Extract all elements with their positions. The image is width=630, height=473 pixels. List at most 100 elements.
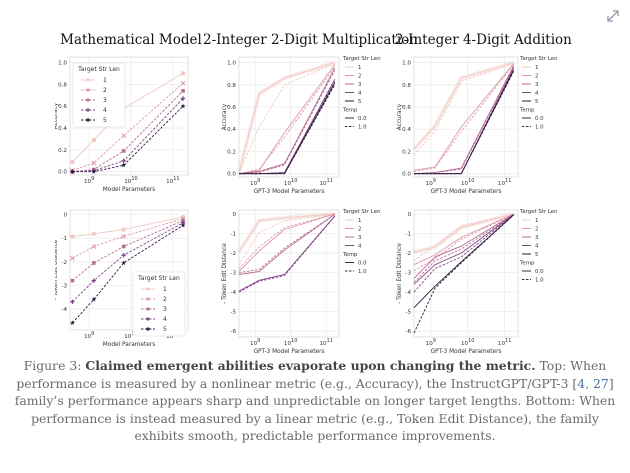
panel-2-legend-label: 5	[535, 99, 538, 105]
citation-link-4[interactable]: 4	[577, 375, 586, 391]
panel-0-point-4-3	[180, 96, 186, 101]
panel-1-xtick-label: 1011	[319, 178, 333, 187]
col-title-multiplication: 2-Integer 2-Digit Multiplication	[203, 32, 418, 48]
panel-1-legend-label: 1	[358, 65, 361, 71]
panel-5-series-line-1-temp0.0	[413, 213, 514, 253]
panel-0-legend-box	[72, 62, 126, 128]
panel-0-point-1-0	[70, 159, 75, 165]
panel-5-series-line-2-temp0.0	[413, 213, 514, 266]
panel-1-series-line-2-temp1.0	[238, 66, 336, 175]
panel-5-ylabel: - Token Edit Distance	[397, 243, 403, 304]
panel-0-point-5-0	[70, 169, 75, 174]
panel-1-ytick-label: 1.0	[227, 61, 236, 67]
panel-3-legend-marker	[146, 297, 150, 301]
panel-3-series-line-2	[72, 218, 184, 259]
panel-3-series-line-1	[72, 216, 184, 238]
panel-2-legend-temp-label: 1.0	[535, 125, 544, 131]
panel-0-xtick-label: 109	[84, 176, 94, 185]
panel-1-xlabel: GPT-3 Model Parameters	[253, 189, 324, 195]
panel-3-point-1-0	[70, 234, 75, 239]
panel-3-series-line-3	[72, 220, 184, 281]
panel-0-point-2-1	[91, 160, 97, 166]
panel-3-legend-label: 3	[163, 306, 167, 313]
panel-3-point-5-2	[121, 260, 127, 265]
panel-4-legend-label: 3	[358, 235, 361, 241]
panel-3-legend-marker	[146, 307, 150, 311]
panel-1-series-line-5-temp1.0	[239, 84, 336, 175]
panel-1-legend-temp-label: 0.0	[358, 116, 367, 122]
panel-3-point-4-0	[70, 299, 75, 304]
panel-1-xtick-label: 109	[250, 178, 260, 187]
panel-5-legend-label: 5	[535, 252, 538, 258]
panel-3-point-5-1	[91, 296, 97, 302]
panel-3-point-2-2	[121, 233, 127, 239]
panel-4-ytick-label: -3	[230, 271, 236, 277]
panel-5-series-line-2-temp1.0	[413, 213, 514, 271]
panel-3-legend-label: 2	[163, 296, 167, 303]
citation-link-27[interactable]: 27	[593, 375, 609, 391]
panel-5-xtick-label: 1010	[461, 338, 475, 347]
panel-0-legend-marker	[86, 78, 90, 82]
panel-4-ytick-label: -1	[230, 231, 236, 237]
panel-1-legend-label: 5	[358, 99, 361, 105]
panel-0-point-1-3	[180, 71, 186, 76]
panel-0-ytick-label: 0.8	[58, 82, 67, 88]
panel-1-legend-subtitle: Temp	[342, 108, 358, 114]
panel-2-series-line-5-temp1.0	[414, 71, 515, 175]
panel-3-ytick-label: -3	[61, 283, 67, 289]
panel-1-ytick-label: 0.2	[227, 149, 236, 155]
panel-0-legend-marker	[86, 118, 90, 122]
panel-3-point-1-2	[121, 227, 126, 232]
panel-0-ytick-label: 1.0	[58, 60, 67, 66]
panel-4-series-line-2-temp0.0	[238, 213, 335, 272]
panel-0-xtick-label: 1010	[124, 176, 137, 185]
panel-2-series-line-3-temp1.0	[413, 66, 515, 175]
panel-0-xtick-label: 1011	[166, 176, 180, 185]
panel-0-point-1-1	[91, 137, 97, 143]
panel-2-legend-label: 1	[535, 65, 538, 71]
panel-0-point-4-2	[121, 158, 126, 163]
panel-4-ytick-label: -5	[230, 310, 236, 316]
panel-5-xtick-label: 1011	[498, 338, 512, 347]
panel-2-legend-label: 3	[535, 82, 538, 88]
panel-3-point-4-1	[91, 278, 97, 283]
caption-bold: Claimed emergent abilities evaporate upo…	[85, 358, 536, 373]
panel-0-point-2-3	[180, 80, 186, 86]
panel-2-legend-label: 4	[535, 91, 539, 97]
panel-1-series-line-3-temp0.0	[238, 67, 336, 175]
panel-0-series-line-4	[72, 98, 184, 173]
panel-1-ylabel: Accuracy	[222, 103, 228, 130]
panel-3-point-1-1	[91, 231, 97, 236]
panel-4-legend-label: 2	[358, 227, 361, 233]
panel-3-xtick-label: 109	[84, 331, 94, 340]
figure-caption: Figure 3: Claimed emergent abilities eva…	[12, 357, 618, 445]
panel-0-legend-label: 2	[103, 87, 107, 94]
panel-5-series-line-4-temp0.0	[413, 214, 514, 285]
panel-5-ytick-label: -1	[405, 231, 411, 237]
panel-3-legend-title: Target Str Len	[137, 275, 180, 282]
panel-2-legend-title: Target Str Len	[519, 56, 558, 62]
expand-diagonal-icon[interactable]	[606, 8, 620, 22]
panel-0-ytick-label: 0.6	[58, 104, 67, 110]
panel-3-legend-label: 5	[163, 326, 167, 333]
panel-3-legend-label: 4	[163, 316, 167, 323]
panel-3-point-4-2	[121, 252, 126, 258]
panel-1-series-line-1-temp0.0	[238, 62, 335, 173]
panel-2-series-line-1-temp0.0	[413, 62, 514, 150]
panel-2-ytick-label: 0.8	[402, 83, 411, 89]
panel-0-ytick-label: 0.4	[58, 126, 67, 132]
panel-5-ytick-label: -6	[405, 329, 411, 335]
panel-2-series-line-3-temp0.0	[413, 65, 515, 175]
panel-3-legend-label: 1	[163, 286, 167, 293]
panel-2-xtick-label: 1011	[498, 178, 512, 187]
panel-3-point-2-1	[91, 244, 97, 249]
panel-4-xtick-label: 109	[250, 338, 260, 347]
panel-5-legend-title: Target Str Len	[519, 209, 558, 215]
panel-4-series-line-2-temp1.0	[238, 213, 335, 269]
panel-1-ytick-label: 0.4	[227, 127, 236, 133]
panel-1-legend-temp-label: 1.0	[358, 125, 367, 131]
panel-4-series-line-4-temp0.0	[238, 215, 336, 292]
panel-1-ytick-label: 0.6	[227, 105, 236, 111]
panel-1-series-line-3-temp1.0	[238, 70, 336, 175]
